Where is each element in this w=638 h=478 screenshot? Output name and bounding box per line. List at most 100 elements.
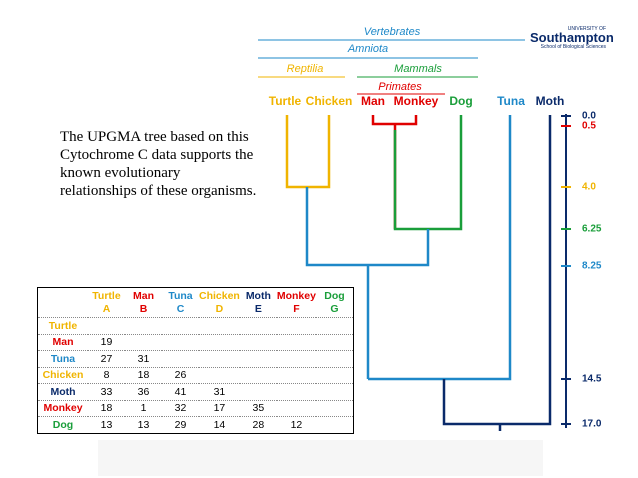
table-row: Man 19 bbox=[37, 334, 354, 351]
row-label: Turtle bbox=[37, 317, 88, 335]
column-header: Turtle A bbox=[88, 287, 125, 318]
cell bbox=[276, 367, 316, 384]
cell bbox=[239, 317, 277, 335]
column-letter: A bbox=[102, 302, 111, 315]
column-name: Dog bbox=[324, 289, 345, 302]
group-label: Primates bbox=[378, 81, 422, 93]
taxon: Turtle bbox=[269, 94, 302, 108]
row-label: Tuna bbox=[37, 350, 88, 368]
column-name: Tuna bbox=[168, 289, 193, 302]
cell bbox=[239, 367, 277, 384]
table-row: Turtle bbox=[37, 317, 354, 335]
header-row: Turtle A Man B Tuna C Chicken D Moth E Monkey F Dog G bbox=[37, 287, 354, 318]
branches bbox=[285, 115, 552, 431]
taxon: Dog bbox=[449, 94, 472, 108]
cell bbox=[199, 334, 240, 351]
scale-label: 0.5 bbox=[582, 121, 596, 132]
cell bbox=[276, 317, 316, 335]
cell bbox=[276, 334, 316, 351]
cell bbox=[199, 367, 240, 384]
cell: 29 bbox=[162, 416, 199, 434]
cell bbox=[315, 400, 354, 417]
cell: 18 bbox=[88, 400, 125, 417]
cell bbox=[315, 367, 354, 384]
logo-small: UNIVERSITY OF bbox=[567, 26, 606, 32]
column-letter: C bbox=[176, 302, 185, 315]
row-label: Man bbox=[37, 334, 88, 351]
column-name: Moth bbox=[245, 289, 271, 302]
cell bbox=[239, 383, 277, 401]
scale-label: 4.0 bbox=[582, 182, 596, 193]
cell: 8 bbox=[88, 367, 125, 384]
taxon: Chicken bbox=[306, 94, 353, 108]
cell bbox=[239, 334, 277, 351]
group-label: Mammals bbox=[394, 63, 442, 75]
table-row: Monkey 18 1 32 17 35 bbox=[37, 400, 354, 417]
scale-ticks bbox=[561, 115, 571, 425]
row-label: Chicken bbox=[37, 367, 88, 384]
logo: UNIVERSITY OF Southampton School of Biol… bbox=[530, 26, 614, 50]
cell bbox=[315, 383, 354, 401]
cell: 13 bbox=[88, 416, 125, 434]
scale-label: 0.0 bbox=[582, 111, 596, 122]
column-header: Man B bbox=[125, 287, 162, 318]
column-letter: B bbox=[139, 302, 148, 315]
taxon: Moth bbox=[536, 94, 565, 108]
cell: 32 bbox=[162, 400, 199, 417]
table-row: Tuna 27 31 bbox=[37, 350, 354, 368]
cell: 28 bbox=[239, 416, 277, 434]
cell: 27 bbox=[88, 350, 125, 368]
cell bbox=[199, 350, 240, 368]
column-letter: F bbox=[293, 302, 300, 315]
row-label: Monkey bbox=[37, 400, 88, 417]
cell bbox=[276, 383, 316, 401]
column-name: Monkey bbox=[276, 289, 316, 302]
corner bbox=[37, 287, 88, 318]
branch bbox=[393, 115, 463, 231]
taxon: Tuna bbox=[497, 94, 525, 108]
cell: 14 bbox=[199, 416, 240, 434]
branch bbox=[285, 115, 331, 189]
cell bbox=[276, 400, 316, 417]
column-name: Turtle bbox=[92, 289, 121, 302]
column-name: Man bbox=[133, 289, 154, 302]
cell bbox=[162, 334, 199, 351]
cell: 12 bbox=[276, 416, 316, 434]
scale-label: 17.0 bbox=[582, 419, 602, 430]
cell bbox=[162, 317, 199, 335]
cell: 26 bbox=[162, 367, 199, 384]
column-header: Monkey F bbox=[276, 287, 316, 318]
cell: 1 bbox=[125, 400, 162, 417]
cell: 36 bbox=[125, 383, 162, 401]
cell bbox=[315, 350, 354, 368]
taxon: Monkey bbox=[394, 94, 439, 108]
distance-table: Turtle A Man B Tuna C Chicken D Moth E Monkey F Dog G… bbox=[37, 287, 354, 434]
scale-label: 6.25 bbox=[582, 224, 602, 235]
column-header: Chicken D bbox=[199, 287, 240, 318]
column-name: Chicken bbox=[199, 289, 240, 302]
cell: 13 bbox=[125, 416, 162, 434]
group-label: Reptilia bbox=[287, 63, 324, 75]
group-label: Vertebrates bbox=[364, 26, 421, 38]
cell: 31 bbox=[199, 383, 240, 401]
column-letter: E bbox=[254, 302, 262, 315]
group-label: Amniota bbox=[347, 43, 388, 55]
table-row: Moth 33 36 41 31 bbox=[37, 383, 354, 401]
cell: 35 bbox=[239, 400, 277, 417]
cell bbox=[276, 350, 316, 368]
scale-label: 14.5 bbox=[582, 374, 602, 385]
branch bbox=[305, 187, 430, 379]
cell bbox=[199, 317, 240, 335]
scale-label: 8.25 bbox=[582, 261, 602, 272]
cell bbox=[315, 334, 354, 351]
table-row: Chicken 8 18 26 bbox=[37, 367, 354, 384]
column-header: Dog G bbox=[315, 287, 354, 318]
table-row: Dog 13 13 29 14 28 12 bbox=[37, 416, 354, 434]
column-header: Moth E bbox=[239, 287, 277, 318]
cell: 41 bbox=[162, 383, 199, 401]
cell bbox=[315, 317, 354, 335]
branch bbox=[368, 115, 512, 381]
logo-sub: School of Biological Sciences bbox=[540, 44, 606, 50]
